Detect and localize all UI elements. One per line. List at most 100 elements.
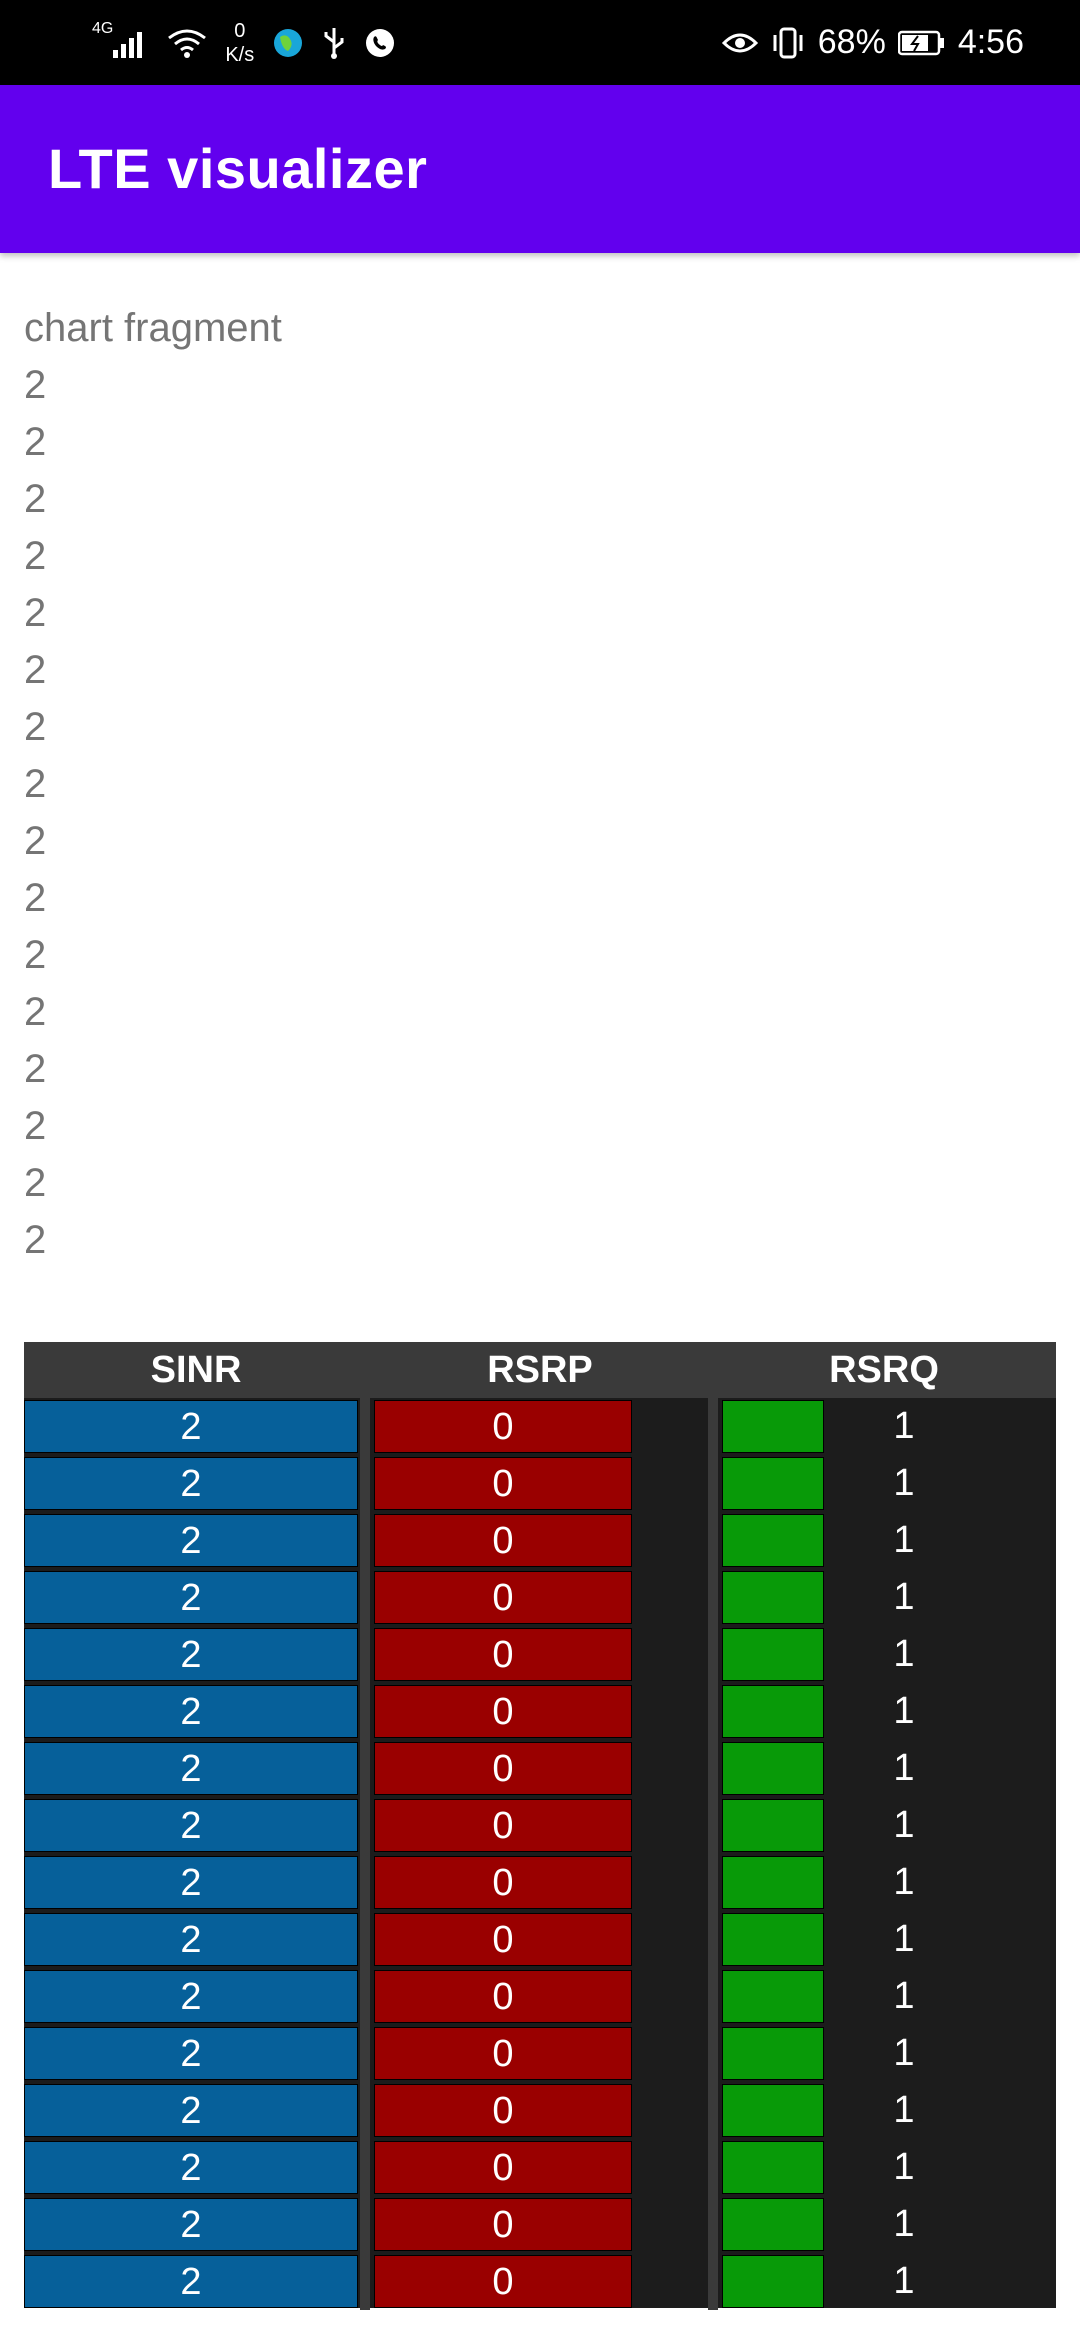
rsrp-cell: 0 <box>374 2084 632 2137</box>
column-divider <box>360 2082 370 2139</box>
column-divider <box>360 1398 370 1455</box>
list-item: 2 <box>24 1161 47 1205</box>
sinr-cell: 2 <box>24 1685 358 1738</box>
column-divider <box>360 1740 370 1797</box>
sinr-cell: 2 <box>24 1970 358 2023</box>
rsrq-cell: 1 <box>893 1804 915 1846</box>
list-item: 2 <box>24 762 47 806</box>
list-item: 2 <box>24 477 47 521</box>
column-divider <box>708 1512 718 1569</box>
sinr-cell: 2 <box>24 2027 358 2080</box>
header-rsrp: RSRP <box>487 1349 593 1391</box>
sinr-cell: 2 <box>24 1799 358 1852</box>
column-divider <box>360 1569 370 1626</box>
net-speed-unit: K/s <box>225 43 255 66</box>
wifi-icon <box>167 28 207 58</box>
rsrq-bar <box>722 1970 824 2023</box>
rsrq-bar <box>722 2255 824 2308</box>
app-bar: LTE visualizer <box>0 85 1080 253</box>
rsrq-cell: 1 <box>893 1918 915 1960</box>
rsrp-cell: 0 <box>374 2255 632 2308</box>
clock: 4:56 <box>957 23 1024 61</box>
rsrq-bar <box>722 1400 824 1453</box>
rsrq-cell: 1 <box>893 1690 915 1732</box>
rsrq-bar <box>722 1685 824 1738</box>
sinr-cell: 2 <box>24 2141 358 2194</box>
rsrq-bar <box>722 2027 824 2080</box>
status-left-icons: 4G 0 K/s <box>92 0 396 85</box>
header-sinr: SINR <box>150 1349 242 1391</box>
column-divider <box>708 1626 718 1683</box>
rsrp-cell: 0 <box>374 2141 632 2194</box>
column-divider <box>360 1797 370 1854</box>
rsrq-cell: 1 <box>893 1405 915 1447</box>
net-speed-value: 0 <box>234 19 246 42</box>
column-divider <box>360 2196 370 2253</box>
rsrp-cell: 0 <box>374 1799 632 1852</box>
column-divider <box>708 2196 718 2253</box>
column-divider <box>360 1968 370 2025</box>
rsrp-cell: 0 <box>374 2198 632 2251</box>
rsrp-cell: 0 <box>374 1400 632 1453</box>
column-divider <box>708 2025 718 2082</box>
network-type: 4G <box>92 19 114 37</box>
sinr-cell: 2 <box>24 1913 358 1966</box>
rsrq-cell: 1 <box>893 2203 915 2245</box>
battery-icon <box>897 30 946 56</box>
column-divider <box>708 1740 718 1797</box>
whatsapp-icon <box>364 27 396 59</box>
status-bar: 4G 0 K/s <box>0 0 1080 85</box>
rsrq-cell: 1 <box>893 2260 915 2302</box>
column-divider <box>708 1455 718 1512</box>
rsrq-bar <box>722 1571 824 1624</box>
list-item: 2 <box>24 1047 47 1091</box>
rsrq-bar <box>722 1514 824 1567</box>
rsrq-bar <box>722 1799 824 1852</box>
list-item: 2 <box>24 591 47 635</box>
column-divider <box>708 1683 718 1740</box>
column-divider <box>360 1854 370 1911</box>
rsrq-cell: 1 <box>893 1975 915 2017</box>
rsrp-cell: 0 <box>374 1970 632 2023</box>
rsrp-cell: 0 <box>374 1628 632 1681</box>
fragment-label: chart fragment <box>24 306 282 350</box>
column-divider <box>708 1398 718 1455</box>
rsrp-cell: 0 <box>374 1856 632 1909</box>
sinr-cell: 2 <box>24 1571 358 1624</box>
sinr-cell: 2 <box>24 1457 358 1510</box>
rsrq-cell: 1 <box>893 2146 915 2188</box>
eye-icon <box>721 29 758 57</box>
rsrp-cell: 0 <box>374 1913 632 1966</box>
list-item: 2 <box>24 534 47 578</box>
rsrq-cell: 1 <box>893 1462 915 1504</box>
column-divider <box>708 1854 718 1911</box>
sinr-cell: 2 <box>24 1742 358 1795</box>
list-item: 2 <box>24 1218 47 1262</box>
column-divider <box>708 1911 718 1968</box>
column-divider <box>708 1968 718 2025</box>
rsrq-bar <box>722 2141 824 2194</box>
rsrq-bar <box>722 1856 824 1909</box>
column-divider <box>360 1911 370 1968</box>
list-item: 2 <box>24 1104 47 1148</box>
sinr-cell: 2 <box>24 1514 358 1567</box>
list-item: 2 <box>24 933 47 977</box>
rsrp-cell: 0 <box>374 1514 632 1567</box>
list-item: 2 <box>24 420 47 464</box>
rsrq-cell: 1 <box>893 1576 915 1618</box>
list-item: 2 <box>24 990 47 1034</box>
rsrq-bar <box>722 2084 824 2137</box>
list-item: 2 <box>24 819 47 863</box>
rsrq-bar <box>722 2198 824 2251</box>
